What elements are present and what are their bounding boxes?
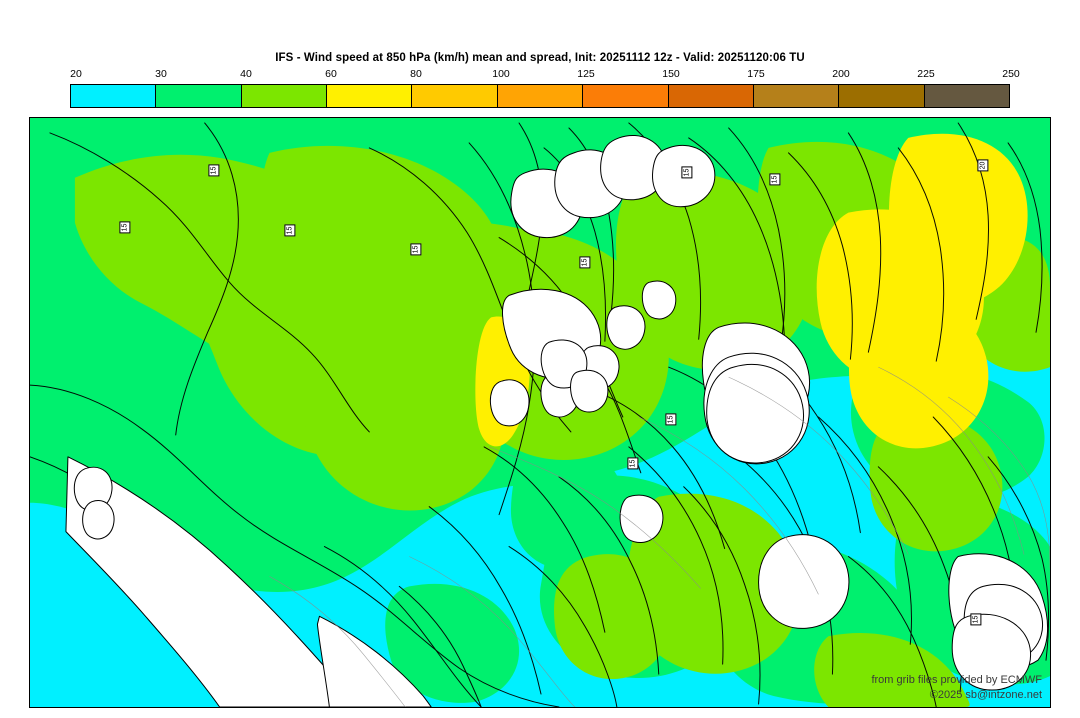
colorbar-tick-40: 40 <box>240 68 252 80</box>
contour-label: 15 <box>769 173 781 186</box>
colorbar-band-40-60 <box>241 85 328 107</box>
contour-label: 15 <box>627 457 639 470</box>
contour-label: 15 <box>119 221 131 234</box>
colorbar-bands <box>70 84 1010 108</box>
colorbar: 20 30 40 60 80 100 125 150 175 200 225 2… <box>70 68 1020 110</box>
weather-map-panel[interactable]: 15 15 15 15 15 15 15 20 15 15 15 from gr… <box>29 117 1051 708</box>
colorbar-band-80-100 <box>412 85 498 107</box>
colorbar-band-20-30 <box>71 85 157 107</box>
contour-label: 15 <box>410 243 422 256</box>
colorbar-band-150-175 <box>668 85 754 107</box>
colorbar-tick-80: 80 <box>410 68 422 80</box>
colorbar-tick-200: 200 <box>832 68 850 80</box>
colorbar-tick-125: 125 <box>577 68 595 80</box>
colorbar-tick-150: 150 <box>662 68 680 80</box>
colorbar-tick-250: 250 <box>1002 68 1020 80</box>
colorbar-tick-100: 100 <box>492 68 510 80</box>
contour-label: 20 <box>977 159 989 172</box>
colorbar-band-125-150 <box>583 85 669 107</box>
contour-label: 15 <box>665 413 677 426</box>
contour-label: 15 <box>208 164 220 177</box>
contour-label: 15 <box>970 613 982 626</box>
weather-map-field <box>30 118 1050 707</box>
colorbar-band-225-250 <box>924 85 1009 107</box>
colorbar-tick-175: 175 <box>747 68 765 80</box>
colorbar-band-175-200 <box>753 85 840 107</box>
contour-label: 15 <box>284 224 296 237</box>
colorbar-tick-60: 60 <box>325 68 337 80</box>
contour-label: 15 <box>579 256 591 269</box>
colorbar-tick-30: 30 <box>155 68 167 80</box>
colorbar-band-100-125 <box>497 85 584 107</box>
page-title: IFS - Wind speed at 850 hPa (km/h) mean … <box>275 52 805 64</box>
colorbar-band-200-225 <box>839 85 925 107</box>
contour-label: 15 <box>681 166 693 179</box>
colorbar-tick-225: 225 <box>917 68 935 80</box>
colorbar-tick-labels: 20 30 40 60 80 100 125 150 175 200 225 2… <box>70 68 1020 82</box>
colorbar-band-30-40 <box>156 85 242 107</box>
colorbar-band-60-80 <box>327 85 413 107</box>
colorbar-tick-20: 20 <box>70 68 82 80</box>
